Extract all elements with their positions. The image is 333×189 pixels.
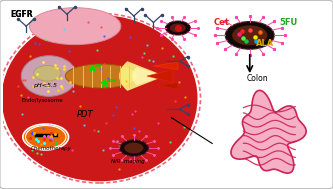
Text: EGFR: EGFR [10,10,32,19]
Ellipse shape [2,15,197,181]
Circle shape [34,66,61,81]
Wedge shape [132,67,165,85]
Wedge shape [119,61,165,91]
Text: Colon: Colon [246,74,268,83]
Text: 5FU: 5FU [279,18,297,27]
Ellipse shape [65,64,137,88]
Text: ALA: ALA [256,40,274,48]
Polygon shape [157,82,178,89]
Text: Chemotherapy: Chemotherapy [31,146,72,151]
Text: Cet: Cet [214,18,230,27]
Ellipse shape [21,56,77,96]
Text: ROS: ROS [107,80,117,84]
Circle shape [124,143,144,153]
Circle shape [166,21,190,35]
Polygon shape [154,62,178,70]
Text: Endo/lysosome: Endo/lysosome [21,98,63,103]
Polygon shape [231,90,306,173]
Ellipse shape [29,8,121,45]
Polygon shape [147,70,173,82]
Text: pH<5.5: pH<5.5 [33,83,57,88]
Circle shape [23,124,69,150]
Text: NIR imaging: NIR imaging [111,159,145,164]
Text: EGFR: EGFR [10,10,32,19]
Circle shape [232,26,267,45]
Circle shape [225,22,274,49]
Circle shape [119,140,149,156]
Circle shape [170,23,186,33]
Text: SO: SO [95,64,102,68]
Text: PDT: PDT [77,110,93,119]
